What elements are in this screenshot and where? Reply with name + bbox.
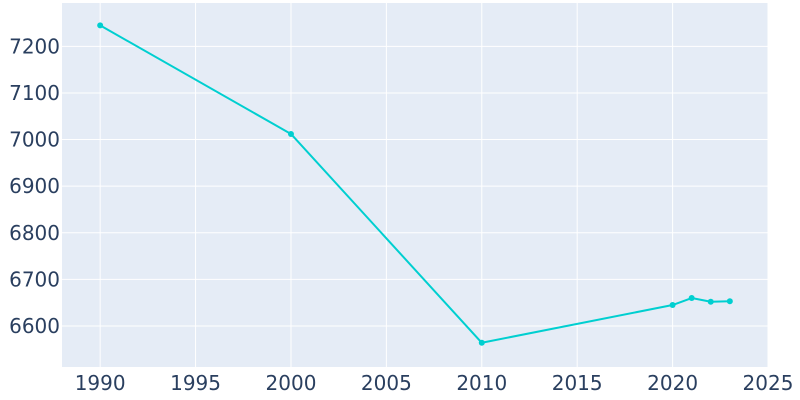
x-tick-label: 2000 bbox=[266, 371, 317, 395]
x-tick-label: 2015 bbox=[552, 371, 603, 395]
y-tick-label: 7200 bbox=[9, 34, 60, 58]
x-tick-label: 2010 bbox=[456, 371, 507, 395]
y-tick-label: 6900 bbox=[9, 174, 60, 198]
y-tick-label: 6700 bbox=[9, 267, 60, 291]
data-point bbox=[97, 22, 104, 29]
x-gridlines bbox=[99, 3, 769, 367]
x-tick-label: 1990 bbox=[75, 371, 126, 395]
y-tick-label: 7100 bbox=[9, 81, 60, 105]
x-tick-label: 2025 bbox=[743, 371, 794, 395]
y-axis-ticks: 6600 6700 6800 6900 7000 7100 7200 bbox=[9, 34, 60, 338]
data-point bbox=[688, 295, 695, 302]
data-point bbox=[287, 130, 294, 137]
data-point bbox=[478, 339, 485, 346]
x-axis-ticks: 1990 1995 2000 2005 2010 2015 2020 2025 bbox=[75, 371, 794, 395]
data-point bbox=[726, 298, 733, 305]
x-tick-label: 1995 bbox=[170, 371, 221, 395]
x-tick-label: 2020 bbox=[647, 371, 698, 395]
x-tick-label: 2005 bbox=[361, 371, 412, 395]
y-gridlines bbox=[62, 45, 768, 327]
data-point bbox=[707, 298, 714, 305]
y-tick-label: 6600 bbox=[9, 314, 60, 338]
y-tick-label: 7000 bbox=[9, 128, 60, 152]
series-layer bbox=[97, 22, 733, 346]
data-point bbox=[669, 302, 676, 309]
plot-area bbox=[62, 3, 768, 367]
y-tick-label: 6800 bbox=[9, 221, 60, 245]
